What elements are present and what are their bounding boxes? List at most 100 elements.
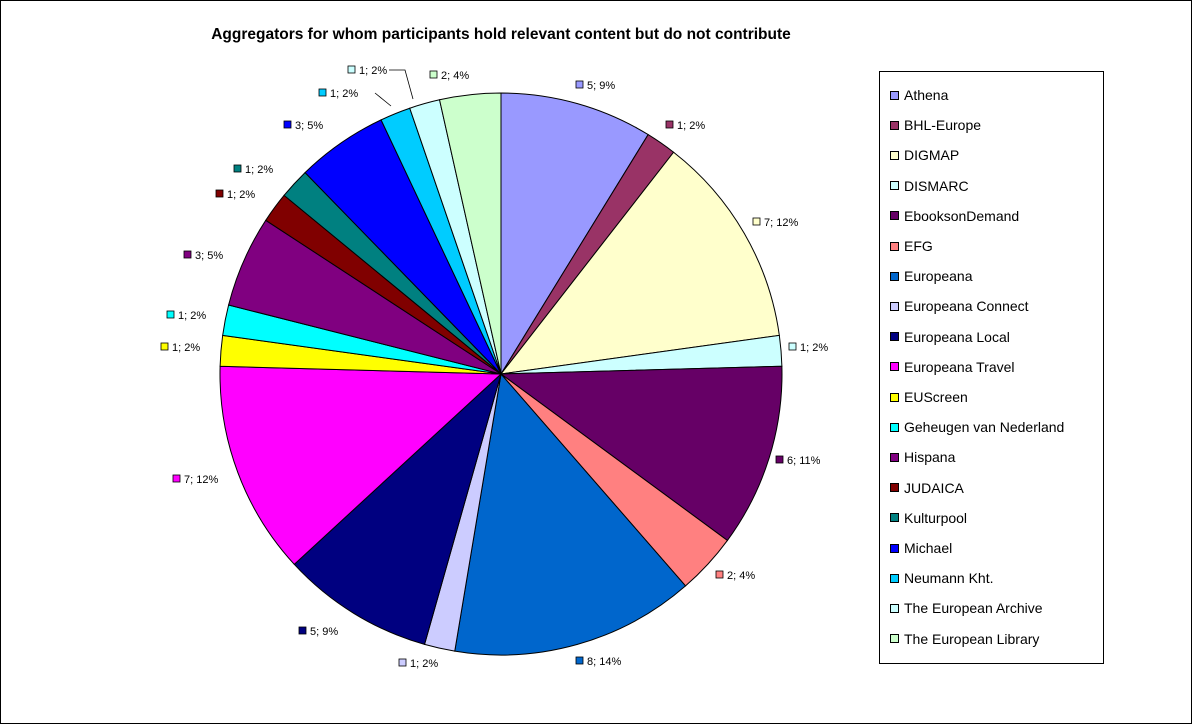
data-label-text: 5; 9% xyxy=(310,626,338,638)
data-label: 6; 11% xyxy=(776,455,821,467)
data-label-text: 1; 2% xyxy=(359,65,387,77)
data-label-swatch xyxy=(789,343,796,350)
legend-item: Europeana Local xyxy=(890,327,1010,347)
legend-item: BHL-Europe xyxy=(890,115,981,135)
legend-swatch xyxy=(890,453,899,462)
data-label-swatch xyxy=(753,218,760,225)
legend-swatch xyxy=(890,302,899,311)
legend-label: The European Library xyxy=(904,631,1039,647)
legend-swatch xyxy=(890,604,899,613)
data-label: 1; 2% xyxy=(216,189,255,201)
data-label-swatch xyxy=(216,190,223,197)
legend-item: DIGMAP xyxy=(890,145,959,165)
data-label: 1; 2% xyxy=(234,164,273,176)
leader-line xyxy=(375,93,391,106)
data-label-text: 1; 2% xyxy=(410,658,438,670)
data-label-text: 1; 2% xyxy=(245,164,273,176)
data-label-text: 1; 2% xyxy=(677,120,705,132)
legend-swatch xyxy=(890,121,899,130)
legend-item: EFG xyxy=(890,236,933,256)
legend-item: Athena xyxy=(890,85,948,105)
data-label: 1; 2% xyxy=(161,342,200,354)
legend-label: Hispana xyxy=(904,449,955,465)
data-label-text: 6; 11% xyxy=(787,455,821,467)
leader-line xyxy=(389,70,413,99)
data-label: 2; 4% xyxy=(716,570,755,582)
data-label-text: 1; 2% xyxy=(227,189,255,201)
legend-item: The European Library xyxy=(890,629,1039,649)
data-label: 1; 2% xyxy=(167,310,206,322)
legend-label: Europeana Connect xyxy=(904,298,1029,314)
legend-label: Kulturpool xyxy=(904,510,967,526)
data-label-text: 1; 2% xyxy=(330,88,358,100)
data-label-swatch xyxy=(284,121,291,128)
data-label: 1; 2% xyxy=(666,120,705,132)
legend-label: Athena xyxy=(904,87,948,103)
legend-swatch xyxy=(890,211,899,220)
legend: Athena BHL-Europe DIGMAP DISMARC EbooksonDem… xyxy=(879,71,1104,664)
legend-item: The European Archive xyxy=(890,598,1043,618)
data-label: 1; 2% xyxy=(319,88,391,106)
data-label: 7; 12% xyxy=(753,217,798,229)
data-label-swatch xyxy=(348,66,355,73)
legend-swatch xyxy=(890,423,899,432)
data-label-swatch xyxy=(184,251,191,258)
data-label-swatch xyxy=(776,456,783,463)
legend-item: Kulturpool xyxy=(890,508,967,528)
data-label-text: 2; 4% xyxy=(727,570,755,582)
data-label-swatch xyxy=(167,311,174,318)
data-label: 8; 14% xyxy=(576,656,621,668)
data-label: 1; 2% xyxy=(399,658,438,670)
legend-item: JUDAICA xyxy=(890,478,964,498)
legend-item: Europeana Connect xyxy=(890,296,1029,316)
data-label-swatch xyxy=(319,89,326,96)
legend-label: DIGMAP xyxy=(904,147,959,163)
legend-item: EUScreen xyxy=(890,387,968,407)
legend-swatch xyxy=(890,513,899,522)
legend-label: EUScreen xyxy=(904,389,968,405)
legend-label: EFG xyxy=(904,238,933,254)
legend-swatch xyxy=(890,544,899,553)
legend-label: DISMARC xyxy=(904,178,969,194)
legend-label: JUDAICA xyxy=(904,480,964,496)
legend-swatch xyxy=(890,393,899,402)
data-label-text: 7; 12% xyxy=(764,217,798,229)
legend-label: Europeana Travel xyxy=(904,359,1015,375)
data-label-text: 5; 9% xyxy=(587,80,615,92)
data-label-text: 7; 12% xyxy=(184,474,218,486)
legend-swatch xyxy=(890,242,899,251)
data-label-text: 2; 4% xyxy=(441,70,469,82)
legend-item: DISMARC xyxy=(890,176,969,196)
data-label-swatch xyxy=(299,627,306,634)
legend-item: Hispana xyxy=(890,447,955,467)
legend-label: Michael xyxy=(904,540,952,556)
legend-item: Europeana Travel xyxy=(890,357,1015,377)
legend-label: Geheugen van Nederland xyxy=(904,419,1064,435)
data-label: 7; 12% xyxy=(173,474,218,486)
data-label: 2; 4% xyxy=(430,70,469,82)
data-label: 3; 5% xyxy=(284,120,323,132)
legend-swatch xyxy=(890,362,899,371)
legend-swatch xyxy=(890,483,899,492)
legend-label: Europeana xyxy=(904,268,973,284)
legend-label: EbooksonDemand xyxy=(904,208,1019,224)
legend-swatch xyxy=(890,332,899,341)
data-label-text: 8; 14% xyxy=(587,656,621,668)
legend-swatch xyxy=(890,91,899,100)
data-label: 5; 9% xyxy=(576,80,615,92)
data-label-swatch xyxy=(399,659,406,666)
legend-label: The European Archive xyxy=(904,600,1043,616)
data-label-swatch xyxy=(173,475,180,482)
legend-label: BHL-Europe xyxy=(904,117,981,133)
data-label-text: 1; 2% xyxy=(178,310,206,322)
data-label-text: 3; 5% xyxy=(195,250,223,262)
data-label-text: 1; 2% xyxy=(800,342,828,354)
legend-item: Michael xyxy=(890,538,952,558)
legend-swatch xyxy=(890,151,899,160)
data-label-swatch xyxy=(161,343,168,350)
legend-swatch xyxy=(890,634,899,643)
data-label-swatch xyxy=(576,657,583,664)
data-label-text: 3; 5% xyxy=(295,120,323,132)
legend-label: Neumann Kht. xyxy=(904,570,994,586)
